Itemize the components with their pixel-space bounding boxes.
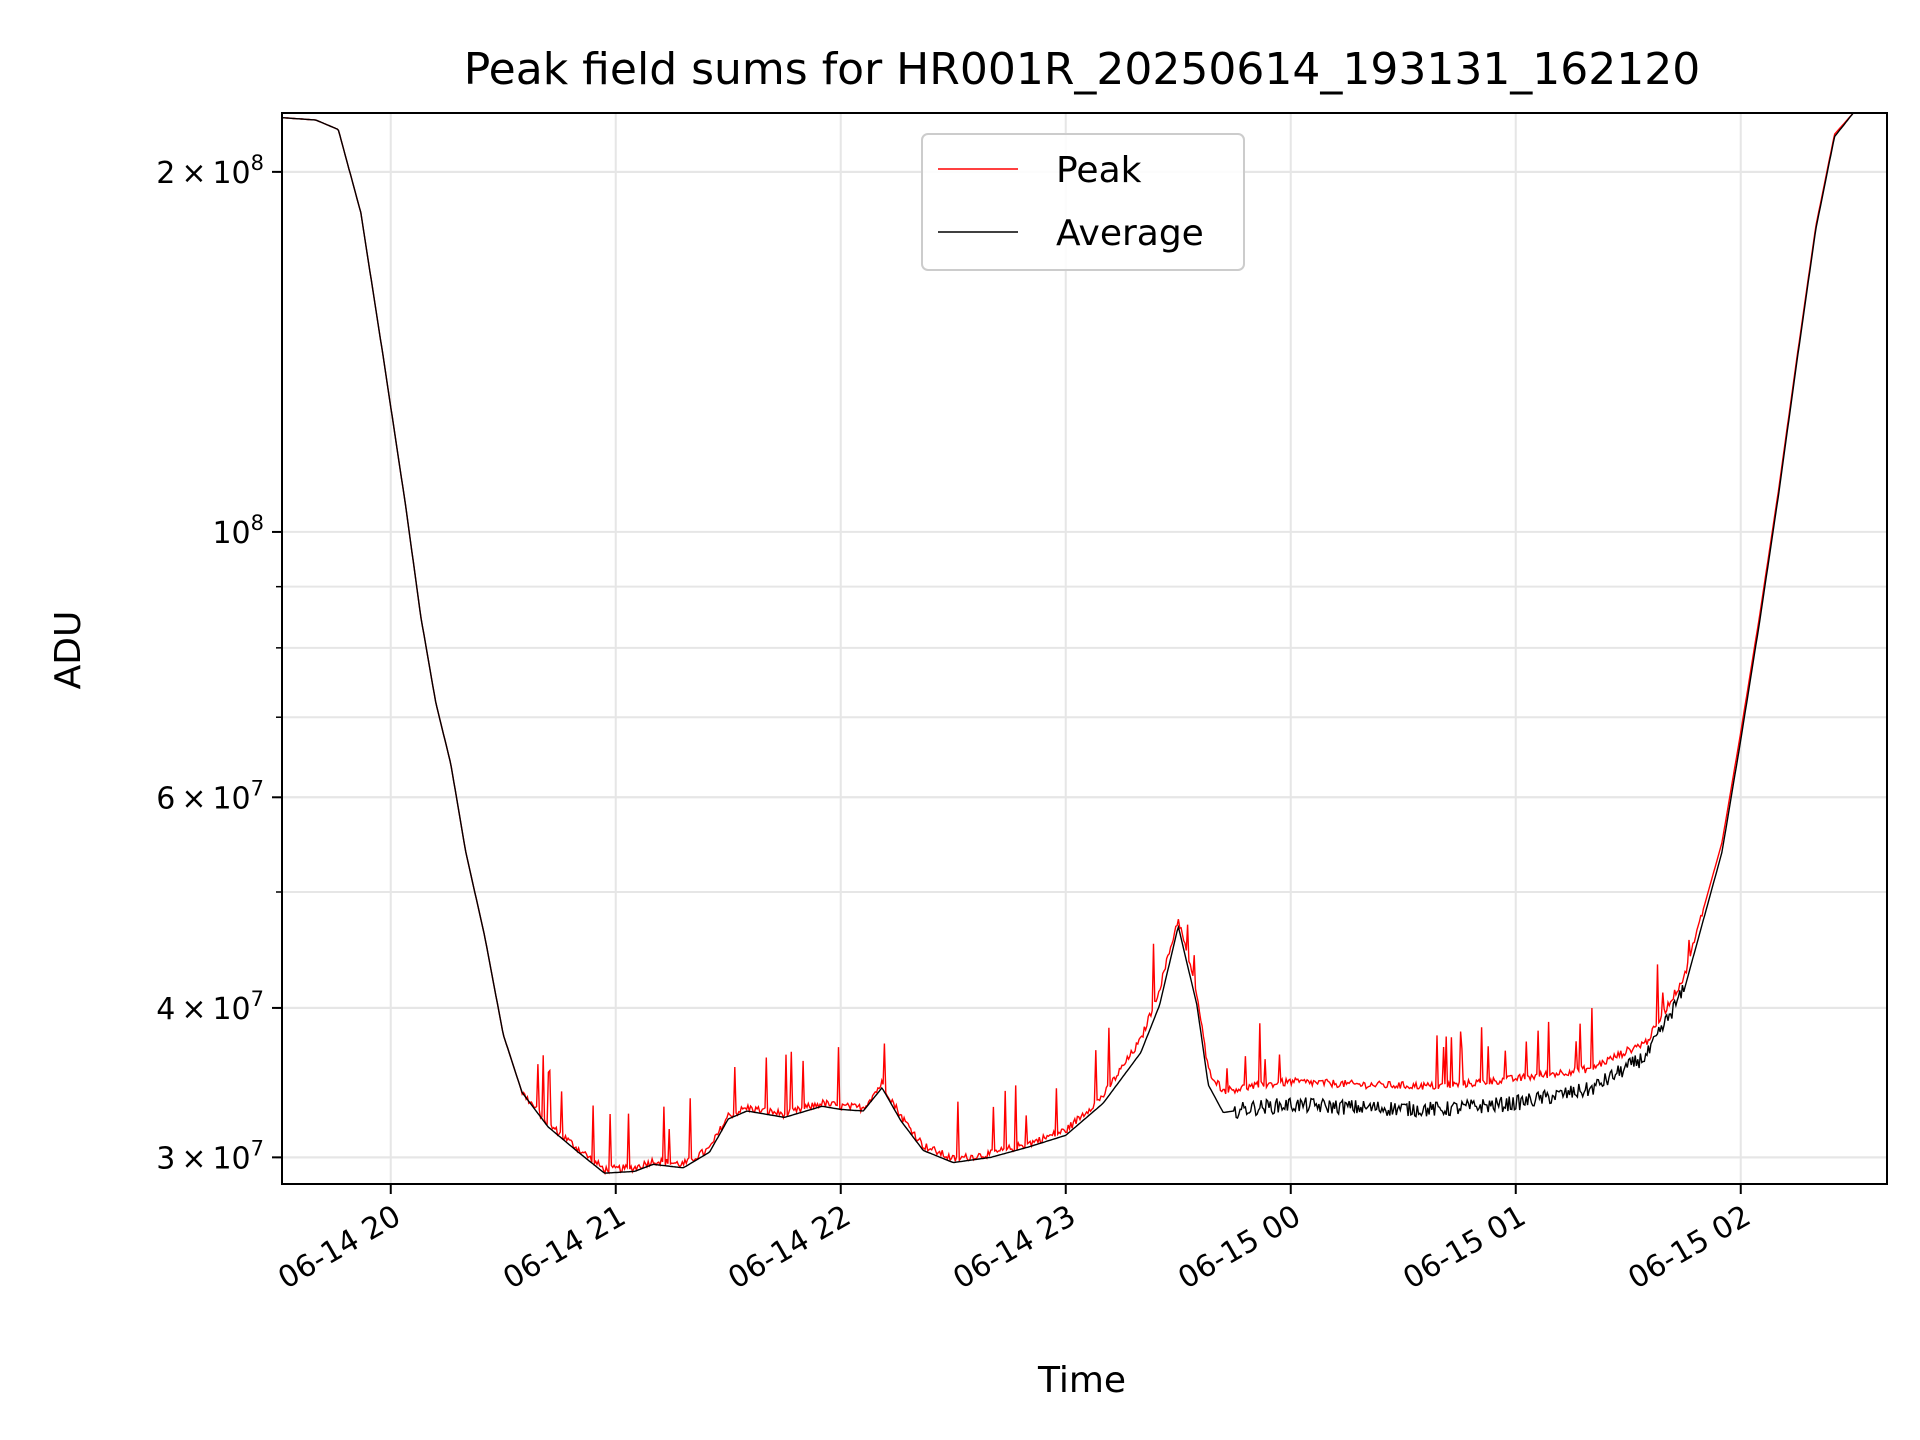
- series-line-average: [282, 113, 1886, 1174]
- legend: Peak Average: [921, 133, 1245, 271]
- y-tick-label: 6 × 107: [156, 776, 264, 816]
- y-tick-label: 108: [212, 511, 264, 551]
- chart-title: Peak field sums for HR001R_20250614_1931…: [464, 44, 1701, 95]
- legend-label-peak: Peak: [1056, 150, 1142, 191]
- y-tick-label: 2 × 108: [156, 151, 264, 191]
- series-line-peak: [282, 113, 1886, 1176]
- legend-label-average: Average: [1056, 213, 1204, 254]
- x-axis-label: Time: [1037, 1360, 1126, 1401]
- series-layer: [282, 113, 1886, 1176]
- y-tick-label: 3 × 107: [156, 1136, 264, 1176]
- y-axis-label: ADU: [48, 611, 89, 690]
- legend-box: [921, 133, 1245, 271]
- y-tick-label: 4 × 107: [156, 987, 264, 1027]
